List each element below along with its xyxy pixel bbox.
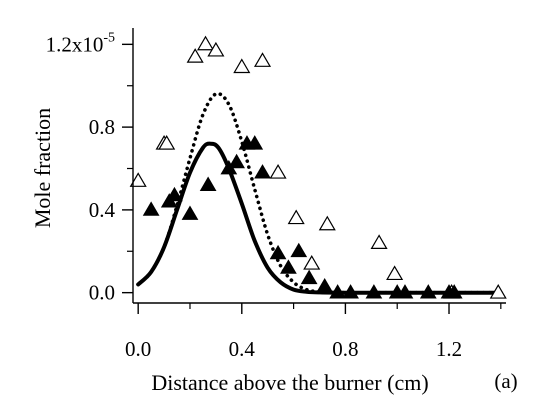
y-tick-label: 0.8 — [89, 115, 115, 139]
open-triangle-point — [207, 41, 225, 57]
filled-triangle-point — [228, 153, 245, 169]
filled-triangle-point — [419, 284, 437, 299]
filled-triangle-point — [445, 284, 463, 299]
tick-labels: 0.0 0.4 0.8 1.2 0.0 0.4 0.8 1.2x10-5 — [46, 30, 463, 361]
x-tick-label: 0.0 — [125, 337, 151, 361]
filled-triangle-point — [396, 284, 414, 299]
y-tick-label: 0.4 — [89, 198, 116, 222]
open-triangle-point — [129, 172, 147, 187]
open-triangle-point — [318, 215, 336, 231]
open-triangle-point — [370, 234, 388, 249]
ticks — [122, 43, 502, 314]
y-tick-label: 1.2x10-5 — [46, 30, 115, 56]
filled-triangle-point — [300, 269, 318, 285]
filled-triangle-point — [246, 135, 264, 150]
open-triangle-point — [269, 163, 287, 179]
open-triangle-point — [253, 52, 272, 67]
filled-triangle-point — [365, 284, 383, 299]
open-triangle-point — [233, 58, 251, 74]
open-triangle-point — [186, 48, 204, 63]
open-triangle-point — [386, 265, 404, 281]
axes — [132, 28, 506, 304]
filled-triangle-point — [290, 242, 308, 258]
filled-triangle-point — [329, 284, 347, 299]
x-tick-label: 1.2 — [436, 337, 462, 361]
y-axis-title: Mole fraction — [30, 108, 55, 228]
filled-triangle-point — [142, 201, 160, 216]
x-axis-title: Distance above the burner (cm) — [151, 370, 428, 395]
open-triangle-point — [303, 254, 321, 270]
open-triangle-point — [287, 209, 305, 225]
panel-label: (a) — [494, 369, 517, 393]
plot-markers — [129, 35, 507, 299]
filled-triangle-point — [342, 284, 359, 299]
filled-triangle-point — [280, 259, 297, 274]
open-triangle-point — [196, 35, 215, 51]
y-tick-label: 0.0 — [89, 281, 115, 305]
filled-triangle-point — [254, 164, 271, 179]
open-triangle-point — [158, 134, 176, 150]
x-tick-label: 0.8 — [332, 337, 358, 361]
filled-triangle-point — [316, 277, 334, 293]
dotted-curve — [136, 91, 503, 295]
filled-triangle-point — [166, 186, 183, 202]
filled-triangle-point — [181, 205, 199, 220]
filled-triangle-point — [199, 176, 217, 191]
x-tick-label: 0.4 — [229, 337, 256, 361]
plot-curves — [136, 91, 503, 295]
y-tick-exponent: -5 — [103, 30, 115, 45]
open-triangle-point — [489, 283, 507, 299]
filled-triangle-point — [269, 244, 287, 260]
